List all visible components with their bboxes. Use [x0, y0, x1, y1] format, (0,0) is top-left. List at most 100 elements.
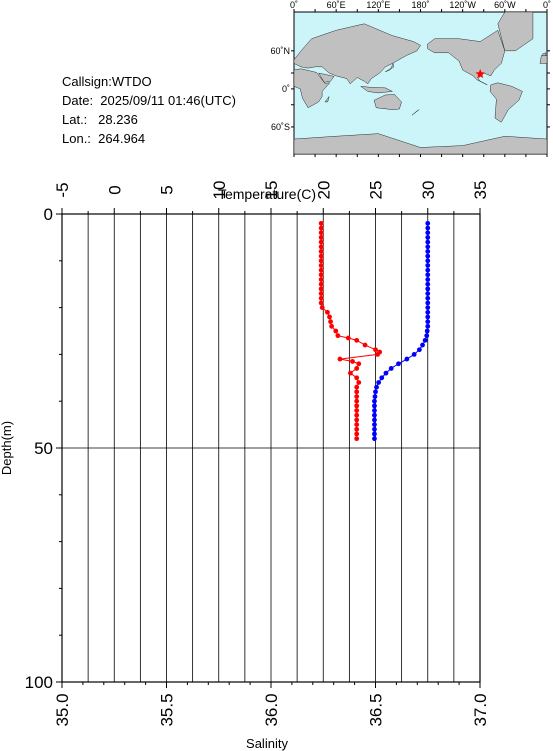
land-indonesia — [360, 86, 394, 94]
salinity-data-point — [354, 366, 360, 371]
temperature-tick-label: 0 — [105, 185, 124, 194]
map-lon-label: 0˚ — [290, 0, 298, 10]
salinity-tick-label: 36.5 — [367, 693, 386, 726]
salinity-data-point — [318, 277, 324, 282]
temperature-data-point — [425, 300, 431, 306]
salinity-data-point — [354, 408, 360, 413]
temperature-data-point — [372, 417, 377, 423]
map-lon-label: 120˚W — [449, 0, 476, 10]
profile-series — [318, 220, 431, 442]
date-label: Date: 2025/09/11 01:46(UTC) — [62, 93, 236, 108]
salinity-data-point — [318, 263, 324, 268]
salinity-data-point — [318, 300, 324, 306]
land-australia — [373, 94, 402, 110]
salinity-data-point — [318, 291, 324, 296]
salinity-data-point — [318, 230, 324, 236]
temperature-axis-ticks: -5 0 5 10 15 20 25 30 35 — [53, 181, 490, 214]
salinity-data-point — [318, 235, 324, 240]
map-lon-label: 0˚ — [543, 0, 551, 10]
temperature-data-point — [425, 323, 431, 329]
temperature-tick-label: 15 — [262, 181, 281, 200]
salinity-data-point — [350, 359, 355, 364]
temperature-data-point — [372, 394, 378, 399]
temperature-data-point — [396, 361, 401, 367]
temperature-data-point — [425, 230, 431, 236]
map-lon-label: 60˚E — [327, 0, 346, 10]
world-map-inset: 0˚ 60˚E 120˚E 180˚ 120˚W 60˚W 0˚ 60˚N 0˚ 60˚S — [270, 0, 551, 157]
temperature-data-point — [425, 244, 431, 250]
temperature-data-point — [425, 239, 431, 245]
map-lat-label: 60˚N — [270, 46, 290, 56]
temperature-data-point — [425, 249, 431, 254]
salinity-data-point — [318, 258, 324, 264]
salinity-profile-line — [320, 223, 381, 439]
temperature-data-point — [424, 328, 430, 334]
salinity-data-point — [375, 352, 380, 357]
temperature-data-point — [373, 389, 378, 395]
salinity-data-point — [318, 249, 324, 254]
temperature-data-point — [372, 408, 377, 413]
salinity-data-point — [345, 335, 351, 341]
salinity-data-point — [354, 384, 360, 390]
temperature-data-point — [425, 286, 431, 292]
land-japan — [385, 62, 395, 73]
map-lon-label: 180˚ — [411, 0, 429, 10]
salinity-data-point — [354, 436, 360, 442]
temperature-data-point — [388, 366, 394, 371]
salinity-data-point — [328, 319, 333, 325]
temperature-data-point — [425, 281, 431, 287]
salinity-data-point — [354, 375, 360, 381]
latitude-label: Lat.: 28.236 — [62, 112, 138, 127]
temperature-data-point — [422, 337, 428, 343]
salinity-tick-label: 35.0 — [53, 693, 72, 726]
salinity-data-point — [329, 323, 335, 329]
callsign-label: Callsign:WTDO — [62, 74, 152, 89]
salinity-data-point — [318, 239, 324, 245]
temperature-tick-label: 5 — [158, 185, 177, 194]
salinity-axis-ticks: 35.0 35.5 36.0 36.5 37.0 — [53, 682, 490, 727]
land-eurasia — [293, 23, 421, 85]
salinity-data-point — [354, 422, 360, 427]
salinity-data-point — [319, 305, 325, 310]
map-lon-label: 120˚E — [366, 0, 390, 10]
temperature-data-point — [372, 436, 377, 442]
depth-axis-title: Depth(m) — [0, 421, 14, 475]
land-arabia — [318, 72, 335, 83]
temperature-tick-label: 10 — [210, 181, 229, 200]
salinity-data-point — [354, 394, 360, 399]
temperature-data-point — [425, 225, 431, 231]
salinity-data-point — [348, 370, 353, 376]
temperature-data-point — [425, 267, 431, 273]
land-north-america — [427, 29, 506, 86]
depth-tick-label: 0 — [44, 205, 53, 224]
salinity-tick-label: 35.5 — [158, 693, 177, 726]
salinity-data-point — [354, 431, 360, 437]
profile-plot: -5 0 5 10 15 20 25 30 35 35.0 35.5 36.0 36.5 37.0 05… — [0, 181, 490, 751]
salinity-data-point — [318, 220, 324, 226]
salinity-data-point — [354, 412, 360, 418]
land-new-zealand — [411, 109, 420, 116]
temperature-data-point — [425, 309, 431, 315]
temperature-data-point — [424, 333, 430, 339]
salinity-data-point — [327, 314, 332, 320]
salinity-data-point — [318, 253, 324, 259]
salinity-data-point — [354, 389, 360, 395]
temperature-data-point — [372, 422, 377, 427]
salinity-data-point — [333, 328, 339, 334]
depth-axis-ticks: 0 50 100 — [25, 205, 62, 692]
temperature-data-point — [383, 370, 389, 376]
temperature-data-point — [372, 431, 377, 437]
temperature-axis-title: Temperature(C) — [218, 186, 316, 202]
temperature-data-point — [425, 319, 431, 325]
salinity-data-point — [354, 417, 360, 423]
plot-grid — [62, 214, 480, 682]
map-lat-label: 0˚ — [282, 84, 290, 94]
salinity-data-point — [318, 272, 324, 278]
temperature-tick-label: 25 — [367, 181, 386, 200]
salinity-data-point — [318, 286, 324, 292]
temperature-tick-label: 20 — [314, 181, 333, 200]
temperature-data-point — [425, 220, 431, 226]
temperature-data-point — [425, 263, 431, 268]
temperature-data-point — [372, 403, 377, 409]
